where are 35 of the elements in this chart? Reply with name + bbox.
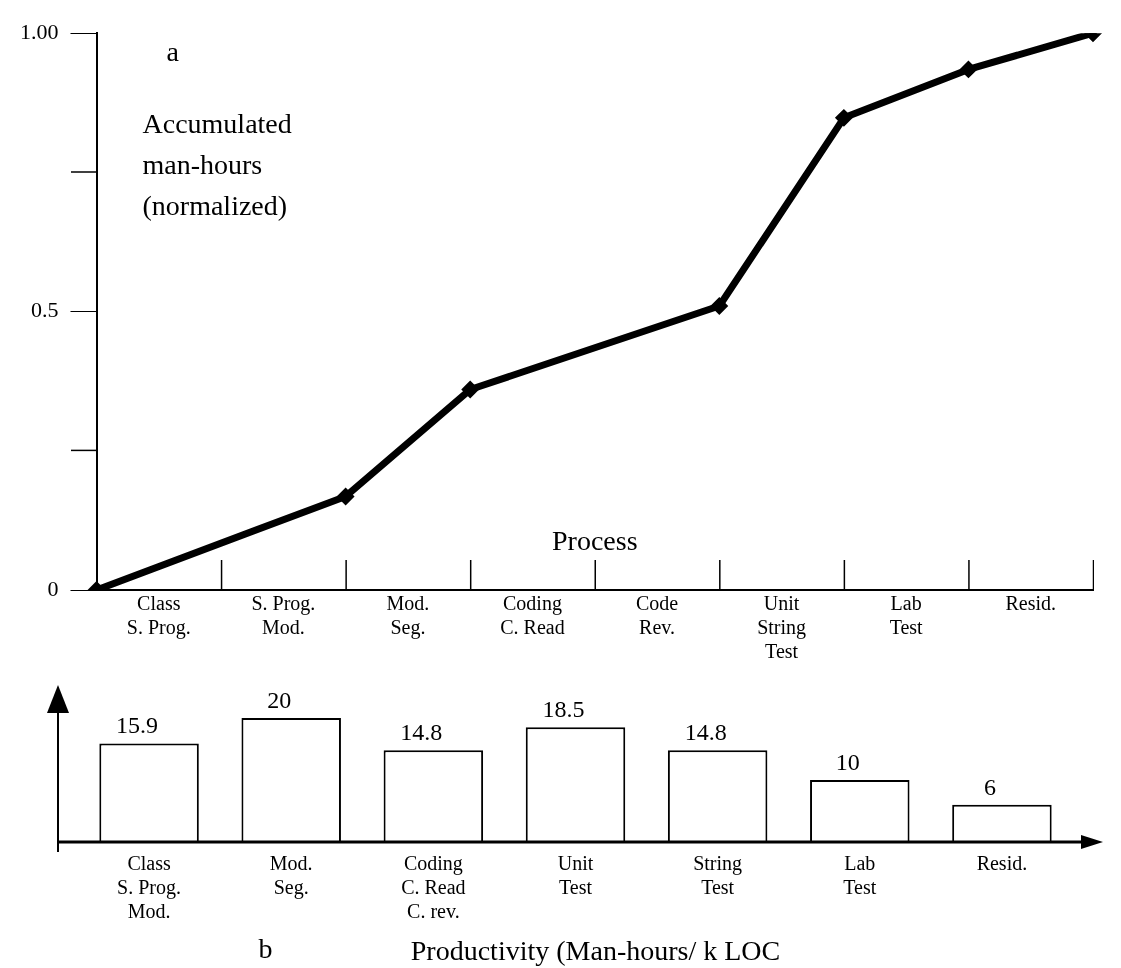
x-tick-label: Mod. Seg.: [269, 852, 313, 900]
x-tick-label: Resid.: [976, 852, 1028, 875]
data-label: 15.9: [116, 712, 159, 739]
point: [711, 298, 727, 314]
data-label: 18.5: [542, 696, 585, 723]
y-tick-label: 0.5: [31, 297, 59, 323]
point: [462, 382, 478, 398]
x-tick-label: Resid.: [1005, 592, 1056, 615]
y-axis-title: Accumulated man-hours (normalized): [142, 108, 292, 222]
x-tick-label: Class S. Prog.: [126, 592, 191, 640]
x-tick-label: Unit Test: [557, 852, 594, 899]
x-tick-label: Coding C. Read: [500, 592, 565, 639]
x-tick-label: Code Rev.: [635, 592, 679, 639]
x-tick-label: Lab Test: [843, 852, 877, 899]
data-label: 10: [835, 749, 860, 775]
x-tick-label: Class S. Prog. Mod.: [117, 852, 182, 923]
x-tick-label: Unit String Test: [757, 592, 807, 663]
point: [338, 488, 354, 504]
annotation: a: [166, 36, 180, 68]
y-tick-label: 0: [47, 575, 59, 601]
x-tick-label: Lab Test: [889, 592, 924, 639]
data-label: 6: [983, 773, 996, 800]
text: b: [258, 933, 273, 964]
x-tick-label: String Test: [693, 852, 743, 899]
x-tick-label: S. Prog. Mod.: [251, 592, 316, 639]
data-label: 20: [267, 687, 292, 713]
point: [836, 110, 852, 126]
x-axis-title: Productivity (Man-hours/ k LOC: [410, 935, 781, 966]
data-label: 14.8: [400, 719, 443, 746]
x-tick-label: Mod. Seg.: [386, 592, 430, 640]
point: [960, 61, 976, 77]
x-axis-title: Process: [551, 525, 638, 556]
x-tick-label: Coding C. Read C. rev.: [401, 852, 466, 923]
data-label: 14.8: [684, 719, 727, 746]
y-tick-label: 1.00: [20, 18, 59, 44]
